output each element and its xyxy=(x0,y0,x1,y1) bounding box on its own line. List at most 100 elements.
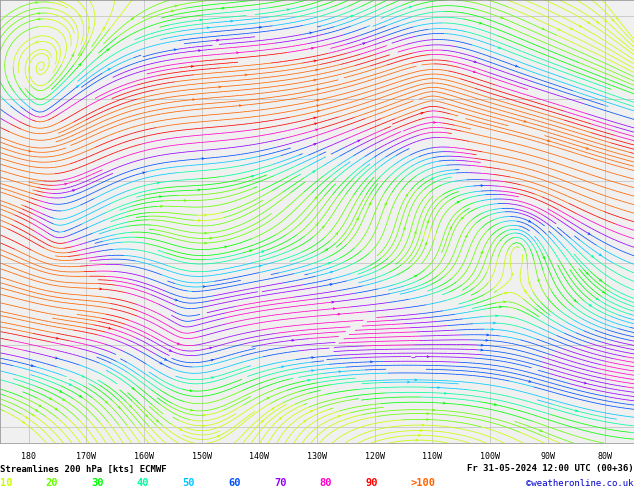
FancyArrowPatch shape xyxy=(492,328,494,330)
FancyArrowPatch shape xyxy=(336,233,338,235)
Text: 120W: 120W xyxy=(365,452,385,461)
FancyArrowPatch shape xyxy=(427,221,429,223)
Text: 80W: 80W xyxy=(598,452,612,461)
Text: 140W: 140W xyxy=(249,452,269,461)
FancyArrowPatch shape xyxy=(415,232,417,234)
FancyArrowPatch shape xyxy=(315,129,318,131)
FancyArrowPatch shape xyxy=(317,89,319,91)
FancyArrowPatch shape xyxy=(287,9,289,11)
FancyArrowPatch shape xyxy=(332,301,333,303)
FancyArrowPatch shape xyxy=(314,144,316,145)
FancyArrowPatch shape xyxy=(312,357,314,359)
FancyArrowPatch shape xyxy=(363,43,365,45)
FancyArrowPatch shape xyxy=(315,69,318,71)
FancyArrowPatch shape xyxy=(76,86,79,88)
FancyArrowPatch shape xyxy=(65,183,67,185)
FancyArrowPatch shape xyxy=(596,298,598,300)
FancyArrowPatch shape xyxy=(207,27,209,29)
FancyArrowPatch shape xyxy=(105,401,107,403)
FancyArrowPatch shape xyxy=(317,105,319,107)
FancyArrowPatch shape xyxy=(131,18,133,20)
FancyArrowPatch shape xyxy=(434,122,436,123)
FancyArrowPatch shape xyxy=(461,217,463,220)
FancyArrowPatch shape xyxy=(108,327,110,329)
FancyArrowPatch shape xyxy=(496,315,498,317)
FancyArrowPatch shape xyxy=(427,356,429,358)
FancyArrowPatch shape xyxy=(369,203,370,205)
FancyArrowPatch shape xyxy=(164,358,167,360)
FancyArrowPatch shape xyxy=(38,18,40,20)
FancyArrowPatch shape xyxy=(193,98,195,100)
FancyArrowPatch shape xyxy=(384,203,386,205)
FancyArrowPatch shape xyxy=(427,418,429,420)
FancyArrowPatch shape xyxy=(481,251,482,254)
FancyArrowPatch shape xyxy=(292,340,294,342)
FancyArrowPatch shape xyxy=(79,395,81,397)
FancyArrowPatch shape xyxy=(403,227,405,230)
FancyArrowPatch shape xyxy=(36,1,37,3)
Text: 20: 20 xyxy=(46,478,58,488)
Text: >100: >100 xyxy=(411,478,436,488)
FancyArrowPatch shape xyxy=(410,6,411,8)
FancyArrowPatch shape xyxy=(495,403,496,405)
FancyArrowPatch shape xyxy=(493,322,495,324)
FancyArrowPatch shape xyxy=(586,272,588,274)
FancyArrowPatch shape xyxy=(602,291,605,293)
Text: 180: 180 xyxy=(22,452,36,461)
FancyArrowPatch shape xyxy=(22,421,25,423)
FancyArrowPatch shape xyxy=(145,415,148,416)
FancyArrowPatch shape xyxy=(56,337,58,339)
FancyArrowPatch shape xyxy=(597,21,598,23)
FancyArrowPatch shape xyxy=(129,405,131,407)
FancyArrowPatch shape xyxy=(316,99,319,101)
FancyArrowPatch shape xyxy=(184,199,186,201)
FancyArrowPatch shape xyxy=(143,172,145,174)
FancyArrowPatch shape xyxy=(49,397,51,399)
FancyArrowPatch shape xyxy=(420,430,422,432)
FancyArrowPatch shape xyxy=(36,41,38,43)
Text: 90: 90 xyxy=(365,478,378,488)
Text: 130W: 130W xyxy=(307,452,327,461)
FancyArrowPatch shape xyxy=(503,301,505,303)
FancyArrowPatch shape xyxy=(55,357,58,359)
FancyArrowPatch shape xyxy=(79,15,81,17)
FancyArrowPatch shape xyxy=(317,110,319,112)
FancyArrowPatch shape xyxy=(418,434,420,436)
FancyArrowPatch shape xyxy=(481,344,483,346)
Text: 170W: 170W xyxy=(77,452,96,461)
FancyArrowPatch shape xyxy=(239,105,242,107)
FancyArrowPatch shape xyxy=(450,227,451,229)
FancyArrowPatch shape xyxy=(444,392,446,394)
FancyArrowPatch shape xyxy=(236,52,238,54)
FancyArrowPatch shape xyxy=(416,439,418,441)
FancyArrowPatch shape xyxy=(500,306,501,308)
FancyArrowPatch shape xyxy=(175,5,177,7)
FancyArrowPatch shape xyxy=(427,413,429,415)
FancyArrowPatch shape xyxy=(505,292,507,294)
FancyArrowPatch shape xyxy=(515,65,517,67)
FancyArrowPatch shape xyxy=(160,362,162,364)
FancyArrowPatch shape xyxy=(358,140,359,142)
FancyArrowPatch shape xyxy=(457,201,459,203)
FancyArrowPatch shape xyxy=(60,391,61,392)
FancyArrowPatch shape xyxy=(55,408,57,410)
Text: Fr 31-05-2024 12:00 UTC (00+36): Fr 31-05-2024 12:00 UTC (00+36) xyxy=(467,465,634,473)
FancyArrowPatch shape xyxy=(281,366,284,368)
FancyArrowPatch shape xyxy=(160,205,162,207)
FancyArrowPatch shape xyxy=(431,178,434,180)
FancyArrowPatch shape xyxy=(174,49,176,50)
FancyArrowPatch shape xyxy=(322,226,324,228)
FancyArrowPatch shape xyxy=(198,189,200,191)
Text: Streamlines 200 hPa [kts] ECMWF: Streamlines 200 hPa [kts] ECMWF xyxy=(0,465,167,473)
FancyArrowPatch shape xyxy=(408,381,410,383)
FancyArrowPatch shape xyxy=(217,436,219,437)
FancyArrowPatch shape xyxy=(200,19,202,21)
FancyArrowPatch shape xyxy=(100,288,101,290)
FancyArrowPatch shape xyxy=(36,409,37,411)
FancyArrowPatch shape xyxy=(63,398,65,400)
FancyArrowPatch shape xyxy=(314,79,316,81)
FancyArrowPatch shape xyxy=(326,249,328,251)
FancyArrowPatch shape xyxy=(118,406,120,408)
FancyArrowPatch shape xyxy=(481,349,482,351)
FancyArrowPatch shape xyxy=(108,69,110,71)
